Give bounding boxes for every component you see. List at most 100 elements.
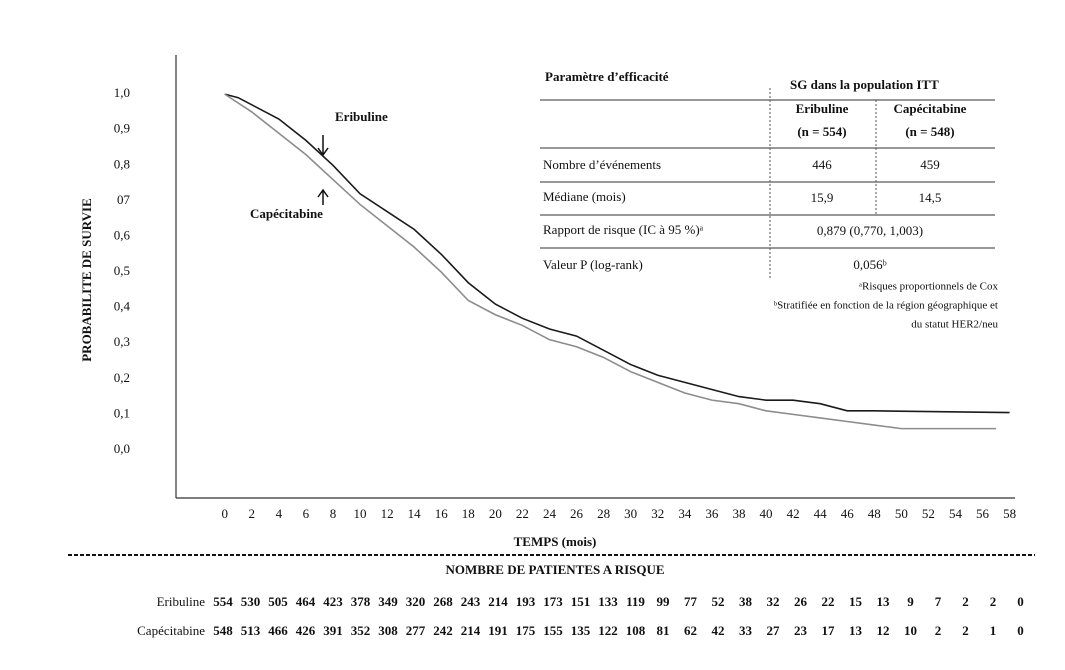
- risk-cell: 9: [907, 594, 914, 609]
- cell: 14,5: [919, 190, 942, 205]
- risk-cell: 513: [241, 623, 261, 638]
- x-tick-label: 54: [949, 506, 963, 521]
- x-tick-label: 2: [249, 506, 256, 521]
- row-label: Valeur P (log-rank): [543, 257, 643, 272]
- x-tick-label: 16: [435, 506, 449, 521]
- risk-cell: 26: [794, 594, 808, 609]
- arrow: [317, 135, 329, 157]
- x-axis-label: TEMPS (mois): [514, 534, 597, 549]
- risk-cell: 151: [571, 594, 591, 609]
- x-tick-label: 32: [651, 506, 664, 521]
- footnote: ᵇStratifiée en fonction de la région géo…: [774, 300, 998, 312]
- row-label: Rapport de risque (IC à 95 %)ᵃ: [543, 222, 704, 237]
- x-tick-label: 36: [705, 506, 719, 521]
- annotation: Eribuline: [335, 109, 388, 124]
- risk-cell: 423: [323, 594, 343, 609]
- risk-cell: 0: [1017, 623, 1024, 638]
- risk-cell: 426: [296, 623, 316, 638]
- x-tick-label: 34: [678, 506, 692, 521]
- x-tick-label: 24: [543, 506, 557, 521]
- risk-cell: 193: [516, 594, 536, 609]
- column-header: (n = 554): [797, 124, 846, 139]
- x-tick-label: 56: [976, 506, 990, 521]
- risk-cell: 554: [213, 594, 233, 609]
- risk-cell: 13: [877, 594, 891, 609]
- x-tick-label: 10: [354, 506, 367, 521]
- x-tick-label: 4: [276, 506, 283, 521]
- risk-cell: 268: [433, 594, 453, 609]
- y-tick-label: 0,8: [114, 156, 130, 171]
- risk-cell: 133: [598, 594, 618, 609]
- table-header: SG dans la population ITT: [790, 77, 939, 92]
- y-tick-label: 0,5: [114, 263, 130, 278]
- risk-cell: 27: [767, 623, 781, 638]
- cell: 446: [812, 157, 832, 172]
- risk-cell: 548: [213, 623, 233, 638]
- y-tick-label: 07: [117, 192, 131, 207]
- risk-cell: 2: [935, 623, 942, 638]
- risk-cell: 38: [739, 594, 753, 609]
- risk-cell: 2: [990, 594, 997, 609]
- risk-cell: 242: [433, 623, 453, 638]
- risk-cell: 17: [822, 623, 836, 638]
- x-tick-label: 52: [922, 506, 935, 521]
- x-tick-label: 12: [381, 506, 394, 521]
- risk-row-label: Capécitabine: [137, 623, 205, 638]
- risk-cell: 12: [877, 623, 890, 638]
- cell: 15,9: [811, 190, 834, 205]
- cell: 0,879 (0,770, 1,003): [817, 223, 923, 238]
- risk-cell: 214: [488, 594, 508, 609]
- risk-cell: 155: [543, 623, 563, 638]
- x-tick-label: 30: [624, 506, 637, 521]
- y-tick-label: 1,0: [114, 85, 130, 100]
- risk-cell: 81: [657, 623, 670, 638]
- cell: 0,056ᵇ: [853, 257, 886, 272]
- x-tick-label: 42: [787, 506, 800, 521]
- risk-cell: 320: [406, 594, 426, 609]
- risk-cell: 175: [516, 623, 536, 638]
- risk-cell: 2: [962, 623, 969, 638]
- risk-table-title: NOMBRE DE PATIENTES A RISQUE: [445, 562, 664, 577]
- risk-cell: 0: [1017, 594, 1024, 609]
- risk-cell: 42: [712, 623, 725, 638]
- x-tick-label: 48: [868, 506, 881, 521]
- x-tick-label: 14: [408, 506, 422, 521]
- risk-cell: 108: [626, 623, 646, 638]
- risk-row-label: Eribuline: [157, 594, 206, 609]
- risk-cell: 22: [822, 594, 835, 609]
- x-tick-label: 28: [597, 506, 610, 521]
- risk-cell: 122: [598, 623, 618, 638]
- x-tick-label: 22: [516, 506, 529, 521]
- x-tick-label: 8: [330, 506, 337, 521]
- risk-cell: 349: [378, 594, 398, 609]
- risk-cell: 13: [849, 623, 863, 638]
- risk-cell: 505: [268, 594, 288, 609]
- y-tick-label: 0,0: [114, 441, 130, 456]
- table: Paramètre d’efficacité SG dans la popula…: [540, 69, 998, 331]
- risk-cell: 214: [461, 623, 481, 638]
- x-tick-label: 6: [303, 506, 310, 521]
- risk-cell: 173: [543, 594, 563, 609]
- risk-cell: 391: [323, 623, 343, 638]
- arrow: [317, 188, 329, 205]
- risk-cell: 243: [461, 594, 481, 609]
- x-tick-label: 44: [814, 506, 828, 521]
- y-tick-label: 0,6: [114, 227, 131, 242]
- y-tick-label: 0,1: [114, 405, 130, 420]
- risk-cell: 7: [935, 594, 942, 609]
- risk-cell: 2: [962, 594, 969, 609]
- y-tick-label: 0,3: [114, 334, 130, 349]
- table-header: Paramètre d’efficacité: [545, 69, 669, 84]
- survival-curve: [224, 93, 997, 430]
- x-tick-label: 20: [489, 506, 502, 521]
- y-tick-label: 0,9: [114, 121, 130, 136]
- cell: 459: [920, 157, 940, 172]
- risk-cell: 135: [571, 623, 591, 638]
- risk-cell: 1: [990, 623, 997, 638]
- risk-cell: 378: [351, 594, 371, 609]
- x-tick-label: 46: [841, 506, 855, 521]
- column-header: Capécitabine: [894, 101, 967, 116]
- column-header: (n = 548): [905, 124, 954, 139]
- x-tick-label: 0: [221, 506, 228, 521]
